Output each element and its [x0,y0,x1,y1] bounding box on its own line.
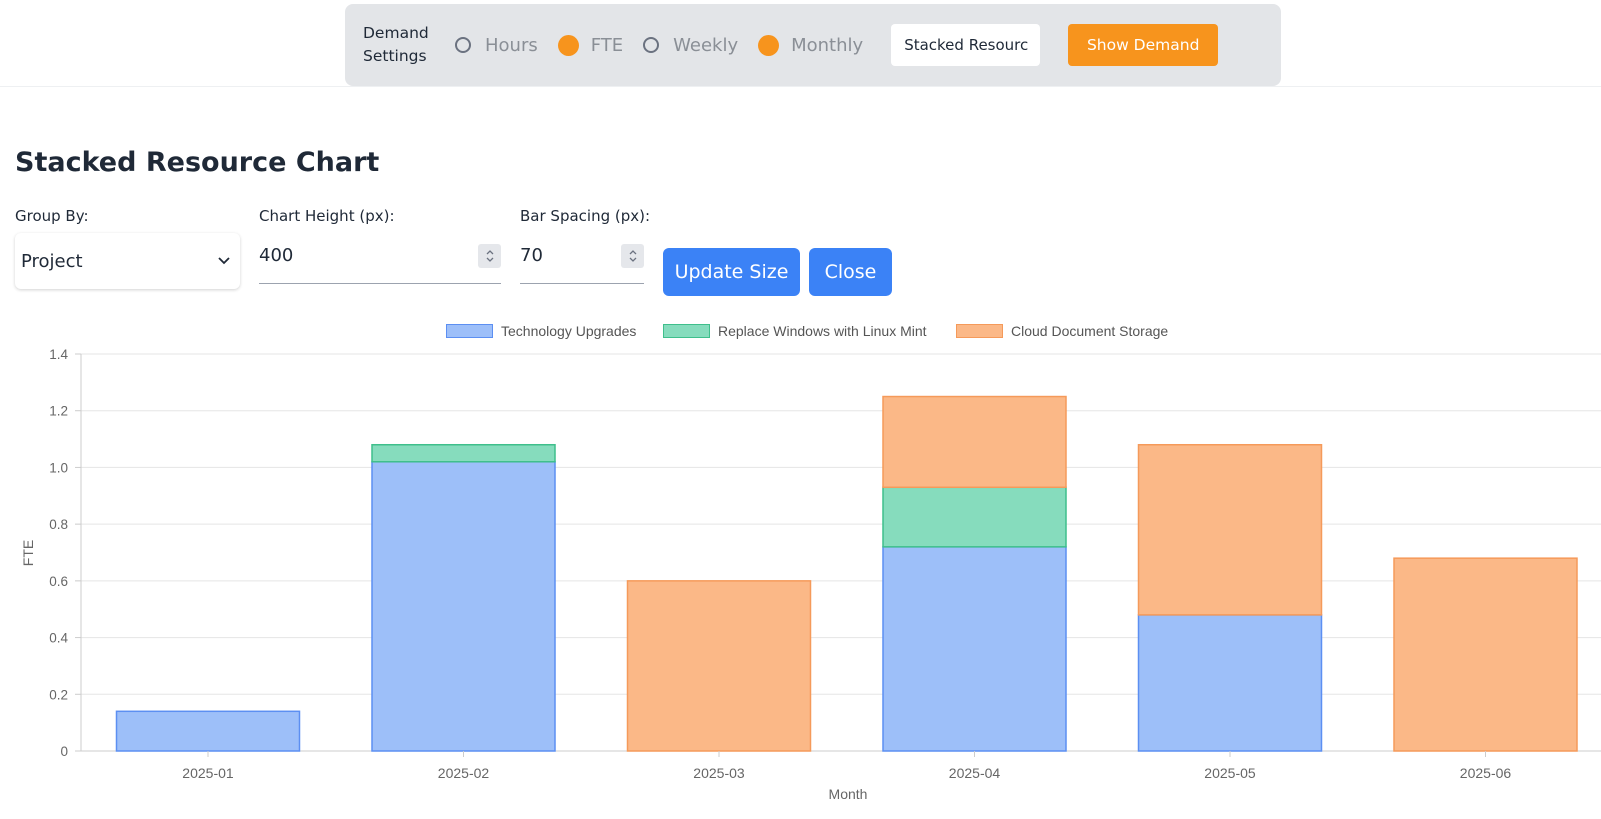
radio-weekly-label: Weekly [673,34,739,56]
group-by-select[interactable]: Project [15,233,240,289]
y-tick-label: 1.4 [49,347,68,362]
legend-label: Replace Windows with Linux Mint [718,323,927,339]
y-tick-label: 0.8 [49,517,68,532]
chart-height-input[interactable]: 400 [259,236,501,284]
bar-spacing-label: Bar Spacing (px): [520,207,651,225]
x-tick-label: 2025-04 [949,765,1001,781]
x-tick-label: 2025-02 [438,765,490,781]
legend-label: Cloud Document Storage [1011,323,1169,339]
radio-hours[interactable]: Hours [455,35,538,56]
x-tick-label: 2025-03 [693,765,745,781]
radio-fte-label: FTE [590,34,624,56]
group-by-label: Group By: [15,207,89,225]
x-axis-label: Month [829,786,868,802]
bar-segment [371,443,556,463]
radio-weekly[interactable]: Weekly [643,35,738,56]
view-select[interactable]: Stacked Resourc [891,24,1041,66]
bar-segment [626,580,812,752]
radio-weekly-indicator[interactable] [643,37,660,53]
group-by-value: Project [21,250,83,272]
radio-monthly-indicator[interactable] [758,34,780,56]
page-title: Stacked Resource Chart [15,147,380,178]
legend-label: Technology Upgrades [501,323,637,339]
legend-swatch [956,324,1003,338]
legend-item-replace-windows[interactable]: Replace Windows with Linux Mint [663,323,927,339]
bar-segment [115,710,301,752]
chart-height-stepper-icon[interactable] [478,244,501,268]
y-tick-label: 1.0 [49,460,68,475]
close-button[interactable]: Close [809,248,892,296]
y-axis-label: FTE [20,540,36,566]
y-tick-label: 0.2 [49,687,68,702]
radio-hours-label: Hours [485,34,538,56]
y-tick-label: 0.6 [49,574,68,589]
chevron-down-icon [218,257,230,265]
bar-spacing-stepper-icon[interactable] [621,244,644,268]
demand-settings-label: Demand Settings [363,24,429,65]
x-tick-label: 2025-05 [1204,765,1256,781]
radio-monthly-label: Monthly [791,34,864,56]
legend-item-cloud-document-storage[interactable]: Cloud Document Storage [956,323,1168,339]
bar-segment [1137,614,1323,752]
top-toolbar: Demand Settings Hours FTE Weekly Monthly… [0,0,1601,87]
bar-segment [371,461,556,752]
bar-segment [882,546,1067,752]
bar-spacing-value: 70 [520,245,543,266]
chart-height-label: Chart Height (px): [259,207,395,225]
x-tick-label: 2025-06 [1460,765,1512,781]
legend-swatch [663,324,710,338]
legend-item-technology-upgrades[interactable]: Technology Upgrades [446,323,636,339]
radio-monthly[interactable]: Monthly [758,34,864,56]
bar-segment [882,395,1067,489]
y-tick-label: 1.2 [49,404,68,419]
bar-segment [1393,557,1578,752]
y-tick-label: 0 [60,744,68,759]
x-tick-label: 2025-01 [182,765,234,781]
radio-fte-indicator[interactable] [557,34,579,56]
bar-spacing-input[interactable]: 70 [520,236,644,284]
demand-settings-panel: Demand Settings Hours FTE Weekly Monthly… [345,4,1281,86]
legend-swatch [446,324,493,338]
y-tick-label: 0.4 [49,631,68,646]
update-size-button[interactable]: Update Size [663,248,800,296]
bar-segment [882,486,1067,548]
chart-height-value: 400 [259,245,294,266]
stacked-resource-chart: 0 0.2 0.4 0.6 0.8 1.0 1.2 1.4 2025-01 2025-02 2025… [20,347,1601,802]
radio-fte[interactable]: FTE [557,34,624,56]
radio-hours-indicator[interactable] [455,37,471,53]
bar-segment [1137,443,1323,616]
show-demand-button[interactable]: Show Demand [1068,24,1219,66]
